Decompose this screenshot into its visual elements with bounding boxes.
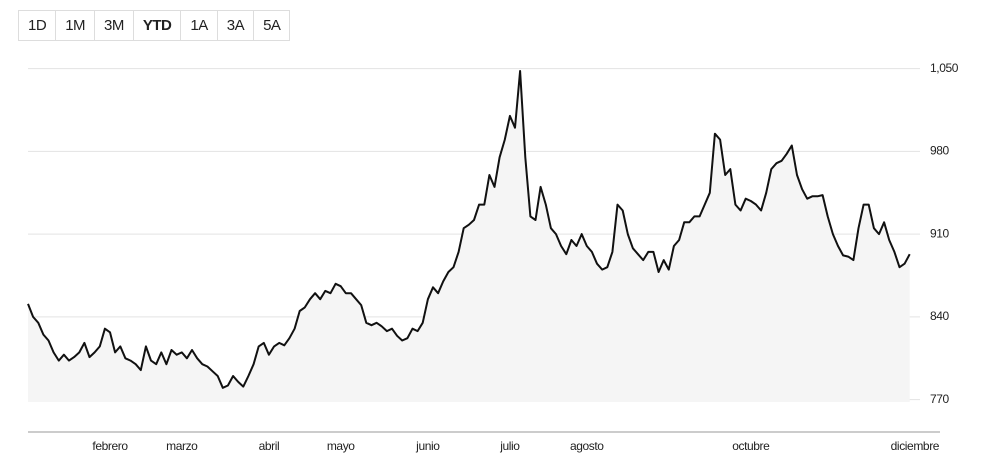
x-tick-label: julio <box>499 439 520 453</box>
price-line <box>27 70 911 389</box>
range-button[interactable]: 1D <box>19 11 57 40</box>
x-tick-label: abril <box>259 439 280 453</box>
y-tick-label: 770 <box>930 392 950 406</box>
x-tick-label: junio <box>415 439 440 453</box>
x-tick-label: diciembre <box>891 439 940 453</box>
y-tick-label: 980 <box>930 144 950 158</box>
range-button[interactable]: 1A <box>181 11 218 40</box>
range-buttons: 1D 1M 3M YTD 1A 3A 5A <box>18 10 291 41</box>
x-tick-label: marzo <box>166 439 198 453</box>
range-button[interactable]: 3M <box>95 11 134 40</box>
y-tick-label: 1,050 <box>930 61 959 75</box>
area <box>28 71 910 402</box>
range-button[interactable]: YTD <box>134 11 182 40</box>
y-tick-label: 840 <box>930 309 950 323</box>
range-button[interactable]: 5A <box>263 17 281 34</box>
y-tick-label: 910 <box>930 226 950 240</box>
x-tick-label: febrero <box>92 439 128 453</box>
x-tick-label: mayo <box>327 439 355 453</box>
x-tick-label: agosto <box>570 439 604 453</box>
range-button[interactable]: 1M <box>56 11 96 40</box>
range-button[interactable]: 3A <box>218 11 255 40</box>
x-tick-label: octubre <box>732 439 770 453</box>
